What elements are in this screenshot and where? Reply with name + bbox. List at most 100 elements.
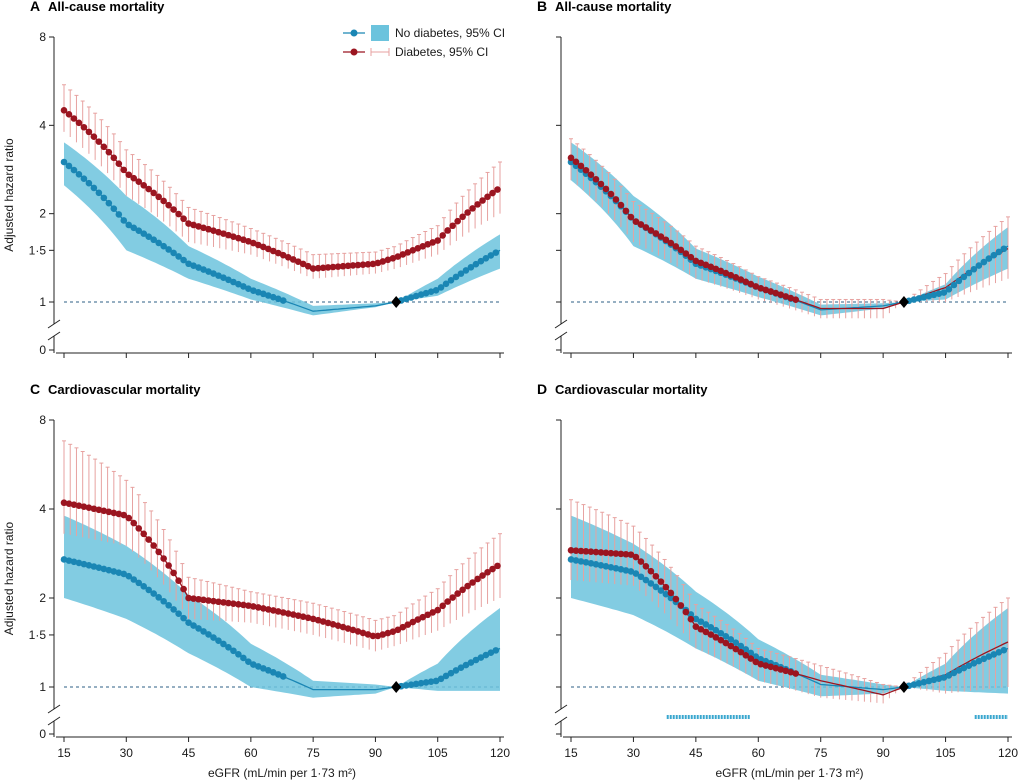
diabetes-point [135, 178, 143, 186]
diabetes-point [652, 230, 660, 237]
no-diabetes-point [692, 615, 700, 623]
diabetes-point [205, 597, 212, 604]
no-diabetes-ci-band [64, 515, 500, 698]
no-diabetes-point [467, 659, 475, 666]
no-diabetes-point [612, 565, 620, 572]
no-diabetes-point [427, 678, 435, 686]
diabetes-point [474, 575, 481, 583]
no-diabetes-point [472, 260, 480, 268]
diabetes-point [572, 158, 580, 166]
diabetes-point [439, 232, 446, 239]
diabetes-point [607, 190, 615, 198]
no-diabetes-point [597, 562, 605, 569]
no-diabetes-point [260, 290, 267, 298]
no-diabetes-point [950, 281, 958, 289]
diabetes-point [782, 293, 790, 300]
legend-no-diabetes-swatch [371, 25, 389, 41]
no-diabetes-point [225, 276, 232, 284]
diabetes-point [269, 247, 277, 255]
diabetes-point [245, 602, 252, 609]
diabetes-point [85, 504, 93, 512]
diabetes-point [747, 655, 755, 662]
diabetes-point [289, 611, 297, 618]
no-diabetes-point [145, 233, 153, 240]
diabetes-point [717, 636, 725, 644]
x-tick-label: 45 [689, 746, 703, 760]
no-diabetes-point [264, 292, 272, 299]
no-diabetes-point [487, 252, 495, 259]
diabetes-point [240, 236, 247, 244]
no-diabetes-point [70, 166, 78, 174]
no-diabetes-point [437, 675, 445, 683]
no-diabetes-point [437, 284, 445, 291]
no-diabetes-point [100, 194, 108, 202]
y-tick-label: 2 [39, 591, 46, 605]
no-diabetes-point [687, 611, 695, 618]
no-diabetes-point [980, 655, 988, 663]
no-diabetes-point [920, 678, 928, 686]
no-diabetes-point [432, 677, 440, 685]
no-diabetes-point [260, 665, 267, 672]
no-diabetes-point [647, 580, 655, 587]
diabetes-point [90, 133, 98, 140]
diabetes-point [185, 594, 192, 602]
diabetes-point [752, 283, 760, 290]
no-diabetes-point [925, 677, 933, 685]
no-diabetes-point [200, 266, 207, 273]
no-diabetes-point [120, 217, 128, 224]
diabetes-point [712, 634, 720, 641]
no-diabetes-point [667, 594, 675, 602]
diabetes-point [110, 509, 118, 517]
no-diabetes-point [447, 277, 455, 284]
panel-letter: B [537, 0, 547, 14]
diabetes-point [577, 547, 585, 555]
diabetes-point [484, 568, 491, 576]
diabetes-point [577, 162, 585, 170]
diabetes-point [767, 663, 775, 671]
no-diabetes-point [130, 576, 138, 583]
no-diabetes-point [995, 248, 1003, 256]
diabetes-point [742, 652, 750, 659]
diabetes-point [95, 138, 103, 145]
x-tick-label: 90 [876, 746, 890, 760]
no-diabetes-point [402, 295, 410, 303]
no-diabetes-point [85, 562, 93, 569]
diabetes-point [230, 233, 237, 240]
reference-diamond [898, 296, 909, 308]
no-diabetes-point [970, 660, 978, 667]
no-diabetes-point [432, 287, 440, 294]
no-diabetes-point [482, 651, 490, 659]
diabetes-point [772, 664, 780, 672]
no-diabetes-point [407, 681, 415, 689]
no-diabetes-point [945, 285, 953, 293]
x-tick-label: 75 [814, 746, 828, 760]
no-diabetes-point [60, 158, 68, 166]
diabetes-point [747, 280, 755, 288]
diabetes-point [255, 241, 262, 249]
no-diabetes-point [210, 634, 217, 641]
diabetes-point [354, 261, 362, 269]
diabetes-point [424, 241, 432, 248]
diabetes-point [474, 201, 481, 208]
no-diabetes-point [235, 280, 242, 288]
diabetes-point [60, 499, 68, 507]
no-diabetes-point [935, 290, 943, 298]
diabetes-point [479, 197, 486, 204]
no-diabetes-point [587, 560, 595, 567]
diabetes-point [200, 224, 207, 232]
no-diabetes-point [269, 293, 277, 301]
diabetes-point [642, 563, 650, 570]
diabetes-point [80, 503, 88, 511]
diabetes-point [737, 648, 745, 656]
diabetes-point [369, 260, 377, 268]
diabetes-point [384, 629, 392, 637]
x-tick-label: 15 [57, 746, 71, 760]
diabetes-point [622, 207, 630, 215]
diabetes-point [100, 143, 108, 151]
diabetes-point [304, 614, 312, 622]
no-diabetes-point [115, 569, 123, 576]
no-diabetes-point [572, 557, 580, 564]
no-diabetes-point [165, 246, 172, 253]
no-diabetes-point [205, 631, 212, 638]
diabetes-point [364, 261, 372, 268]
